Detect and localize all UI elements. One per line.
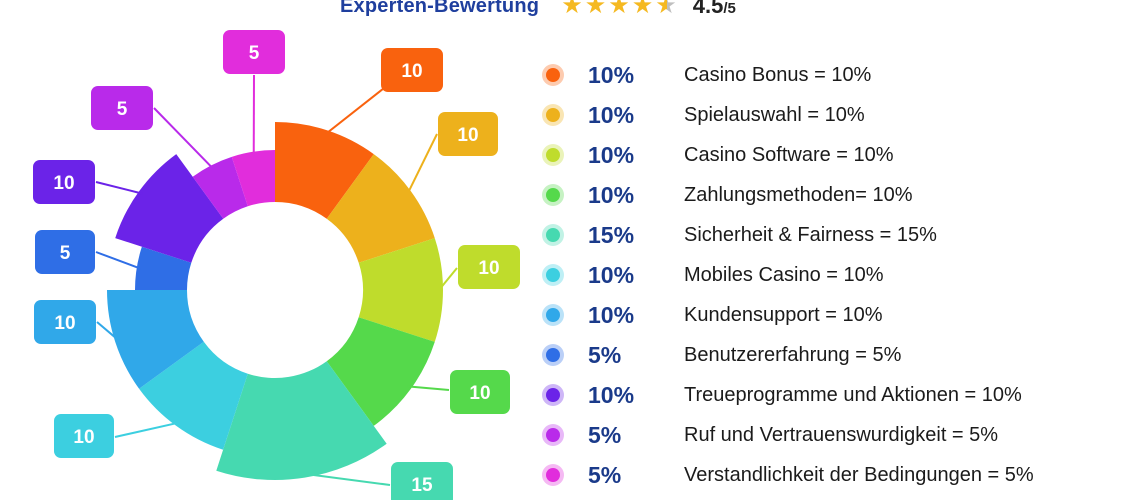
rating-header: Experten-Bewertung ★ ★ ★ ★ ★ 4.5/5 xyxy=(340,0,736,21)
donut-slice xyxy=(216,361,387,480)
chart-legend: 10% Casino Bonus = 10% 10% Spielauswahl = 1… xyxy=(540,55,1034,495)
legend-item: 10% Kundensupport = 10% xyxy=(540,295,1034,335)
legend-label: Mobiles Casino = 10% xyxy=(684,263,884,286)
legend-percentage: 10% xyxy=(588,301,635,328)
legend-item: 10% Casino Bonus = 10% xyxy=(540,55,1034,95)
legend-dot-icon xyxy=(546,308,560,322)
star-full-icon: ★ xyxy=(584,0,607,19)
callout-box xyxy=(450,370,510,414)
legend-dot-icon xyxy=(546,428,560,442)
legend-label: Sicherheit & Fairness = 15% xyxy=(684,223,937,246)
donut-slice xyxy=(139,341,248,450)
callout-value-label: 5 xyxy=(117,99,128,120)
callout-leader-line xyxy=(153,107,214,170)
legend-dot-icon xyxy=(546,228,560,242)
legend-percentage: 10% xyxy=(588,181,635,208)
donut-slice xyxy=(107,290,204,389)
legend-item: 15% Sicherheit & Fairness = 15% xyxy=(540,215,1034,255)
callout-value-label: 5 xyxy=(249,43,260,64)
legend-label: Spielauswahl = 10% xyxy=(684,103,865,126)
callout-value-label: 10 xyxy=(457,125,478,146)
callout-value-label: 10 xyxy=(469,383,490,404)
rating-scale: /5 xyxy=(723,0,736,17)
legend-percentage: 5% xyxy=(588,341,622,368)
callout-leader-line xyxy=(95,181,143,195)
legend-dot-icon xyxy=(546,108,560,122)
donut-slice xyxy=(115,154,224,263)
callout-value-label: 10 xyxy=(53,173,74,194)
legend-percentage: 10% xyxy=(588,61,635,88)
legend-label: Casino Bonus = 10% xyxy=(684,63,872,86)
legend-item: 5% Ruf und Vertrauenswurdigkeit = 5% xyxy=(540,415,1034,455)
legend-label: Casino Software = 10% xyxy=(684,143,894,166)
star-full-icon: ★ xyxy=(561,0,583,19)
legend-label: Ruf und Vertrauenswurdigkeit = 5% xyxy=(684,423,999,446)
legend-label: Treueprogramme und Aktionen = 10% xyxy=(684,383,1022,406)
legend-item: 10% Casino Software = 10% xyxy=(540,135,1034,175)
callout-box xyxy=(91,86,153,130)
callout-leader-line xyxy=(407,385,450,391)
star-full-icon: ★ xyxy=(608,0,630,19)
callout-box xyxy=(33,160,95,204)
callout-leader-line xyxy=(303,472,391,486)
legend-percentage: 10% xyxy=(588,261,635,288)
rating-value: 4.5 xyxy=(692,0,724,18)
callout-leader-line xyxy=(95,251,142,270)
legend-label: Benutzererfahrung = 5% xyxy=(684,343,902,366)
legend-percentage: 5% xyxy=(588,461,622,488)
callout-leader-line xyxy=(114,421,179,438)
donut-slice xyxy=(192,156,248,219)
donut-slice xyxy=(326,154,435,263)
legend-item: 5% Verstandlichkeit der Bedingungen = 5% xyxy=(540,455,1034,495)
callout-box xyxy=(35,230,95,274)
legend-dot-icon xyxy=(546,268,560,282)
callout-value-label: 10 xyxy=(401,61,422,82)
donut-slice xyxy=(275,122,374,219)
callout-box xyxy=(381,48,443,92)
legend-item: 10% Spielauswahl = 10% xyxy=(540,95,1034,135)
legend-dot-icon xyxy=(546,468,560,482)
star-full-icon: ★ xyxy=(631,0,654,19)
legend-dot-icon xyxy=(546,148,560,162)
rating-score: 4.5/5 xyxy=(693,0,736,19)
callout-value-label: 5 xyxy=(60,243,71,264)
legend-percentage: 10% xyxy=(588,141,635,168)
legend-label: Verstandlichkeit der Bedingungen = 5% xyxy=(684,463,1034,486)
callout-box xyxy=(438,112,498,156)
legend-label: Kundensupport = 10% xyxy=(684,303,883,326)
callout-value-label: 15 xyxy=(411,475,433,496)
legend-percentage: 10% xyxy=(588,381,635,408)
callout-leader-line xyxy=(406,133,438,195)
callout-box xyxy=(223,30,285,74)
donut-slice xyxy=(326,317,435,426)
callout-value-label: 10 xyxy=(73,427,94,448)
legend-item: 10% Zahlungsmethoden= 10% xyxy=(540,175,1034,215)
callout-box xyxy=(34,300,96,344)
donut-slice xyxy=(231,150,275,207)
donut-slice xyxy=(135,246,192,290)
legend-dot-icon xyxy=(546,348,560,362)
callout-box xyxy=(391,462,453,500)
legend-dot-icon xyxy=(546,388,560,402)
legend-percentage: 10% xyxy=(588,101,635,128)
callout-leader-line xyxy=(96,321,120,342)
legend-dot-icon xyxy=(546,188,560,202)
callout-box xyxy=(458,245,520,289)
legend-item: 10% Treueprogramme und Aktionen = 10% xyxy=(540,375,1034,415)
legend-percentage: 15% xyxy=(588,221,635,248)
legend-label: Zahlungsmethoden= 10% xyxy=(684,183,913,206)
rating-title: Experten-Bewertung xyxy=(340,0,540,17)
star-half-icon: ★ xyxy=(655,0,677,18)
legend-percentage: 5% xyxy=(588,421,622,448)
donut-slice xyxy=(358,238,444,342)
callout-value-label: 10 xyxy=(54,313,75,334)
legend-item: 5% Benutzererfahrung = 5% xyxy=(540,335,1034,375)
legend-dot-icon xyxy=(546,68,560,82)
callout-box xyxy=(54,414,114,458)
legend-item: 10% Mobiles Casino = 10% xyxy=(540,255,1034,295)
rating-donut-chart: 10 10 10 10 15 10 10 5 10 5 5 xyxy=(33,30,520,500)
callout-leader-line xyxy=(438,267,458,291)
star-rating: ★ ★ ★ ★ ★ xyxy=(561,0,679,18)
callout-value-label: 10 xyxy=(478,258,499,279)
